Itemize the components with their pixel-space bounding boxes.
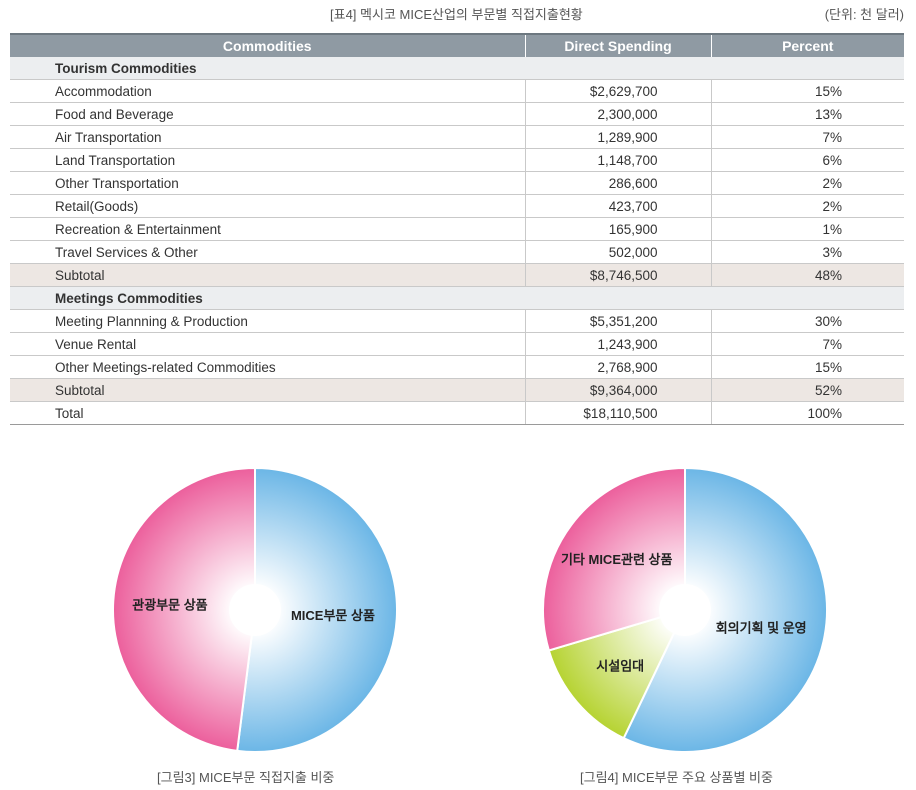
pie-chart-mice-share: MICE부문 상품 관광부문 상품 (100, 463, 410, 763)
table-row: Other Meetings-related Commodities 2,768,… (10, 355, 904, 379)
direct-spending-value: 165,900 (524, 217, 711, 241)
subtotal-row: Subtotal $8,746,500 48% (10, 263, 904, 287)
direct-spending-value: 2,300,000 (524, 102, 711, 126)
commodity-name: Accommodation (10, 79, 525, 103)
column-header-commodities: Commodities (10, 33, 525, 57)
total-row: Total $18,110,500 100% (10, 401, 904, 425)
direct-spending-value: 1,243,900 (524, 332, 711, 356)
commodity-name: Retail(Goods) (10, 194, 525, 218)
commodity-name: Air Transportation (10, 125, 525, 149)
section-header-row: Tourism Commodities (10, 57, 904, 80)
pie-slice-label: 관광부문 상품 (132, 598, 207, 613)
percent-value: 1% (710, 217, 904, 241)
percent-value: 52% (710, 378, 904, 402)
direct-spending-value: 1,289,900 (524, 125, 711, 149)
pie-svg: MICE부문 상품 관광부문 상품 (112, 466, 398, 753)
table-body: Tourism Commodities Accommodation $2,629,7… (10, 57, 904, 425)
section-header-row: Meetings Commodities (10, 286, 904, 310)
donut-hole (230, 585, 280, 635)
pie-slice-label: 기타 MICE관련 상품 (561, 552, 673, 567)
pie-slice-label: 시설임대 (596, 658, 644, 673)
table-row: Retail(Goods) 423,700 2% (10, 194, 904, 218)
subtotal-row: Subtotal $9,364,000 52% (10, 378, 904, 402)
direct-spending-value: $2,629,700 (524, 79, 711, 103)
table-caption-bar: [표4] 멕시코 MICE산업의 부문별 직접지출현황 (단위: 천 달러) (0, 4, 916, 24)
commodity-name: Total (10, 401, 525, 425)
table-row: Recreation & Entertainment 165,900 1% (10, 217, 904, 241)
table-header-row: Commodities Direct Spending Percent (10, 33, 904, 57)
table-row: Other Transportation 286,600 2% (10, 171, 904, 195)
percent-value: 48% (710, 263, 904, 287)
table-row: Air Transportation 1,289,900 7% (10, 125, 904, 149)
column-header-direct-spending: Direct Spending (524, 33, 711, 57)
chart-caption-2: [그림4] MICE부문 주요 상품별 비중 (580, 770, 773, 785)
commodity-name: Other Transportation (10, 171, 525, 195)
direct-spending-value: 286,600 (524, 171, 711, 195)
pie-slice-label: 회의기획 및 운영 (716, 620, 807, 635)
percent-value: 2% (710, 171, 904, 195)
percent-value: 3% (710, 240, 904, 264)
table-row: Land Transportation 1,148,700 6% (10, 148, 904, 172)
percent-value: 30% (710, 309, 904, 333)
column-header-percent: Percent (710, 33, 904, 57)
donut-hole (660, 585, 710, 635)
percent-value: 7% (710, 125, 904, 149)
pie-slice-label: MICE부문 상품 (291, 608, 375, 623)
percent-value: 13% (710, 102, 904, 126)
percent-value: 15% (710, 355, 904, 379)
table-row: Accommodation $2,629,700 15% (10, 79, 904, 103)
section-title: Tourism Commodities (10, 57, 904, 80)
percent-value: 2% (710, 194, 904, 218)
section-title: Meetings Commodities (10, 286, 904, 310)
chart-caption-1: [그림3] MICE부문 직접지출 비중 (157, 770, 335, 785)
unit-label: (단위: 천 달러) (824, 7, 904, 22)
commodity-name: Subtotal (10, 263, 525, 287)
direct-spending-value: 2,768,900 (524, 355, 711, 379)
commodity-name: Meeting Plannning & Production (10, 309, 525, 333)
commodity-name: Subtotal (10, 378, 525, 402)
spending-table: Commodities Direct Spending Percent Tour… (10, 33, 904, 425)
table-row: Meeting Plannning & Production $5,351,200… (10, 309, 904, 333)
percent-value: 15% (710, 79, 904, 103)
commodity-name: Venue Rental (10, 332, 525, 356)
percent-value: 100% (710, 401, 904, 425)
table-row: Travel Services & Other 502,000 3% (10, 240, 904, 264)
direct-spending-value: 423,700 (524, 194, 711, 218)
percent-value: 6% (710, 148, 904, 172)
commodity-name: Travel Services & Other (10, 240, 525, 264)
table-row: Venue Rental 1,243,900 7% (10, 332, 904, 356)
direct-spending-value: 1,148,700 (524, 148, 711, 172)
direct-spending-value: $9,364,000 (524, 378, 711, 402)
table-title: [표4] 멕시코 MICE산업의 부문별 직접지출현황 (330, 7, 583, 22)
commodity-name: Recreation & Entertainment (10, 217, 525, 241)
direct-spending-value: $5,351,200 (524, 309, 711, 333)
direct-spending-value: $8,746,500 (524, 263, 711, 287)
direct-spending-value: $18,110,500 (524, 401, 711, 425)
percent-value: 7% (710, 332, 904, 356)
direct-spending-value: 502,000 (524, 240, 711, 264)
commodity-name: Food and Beverage (10, 102, 525, 126)
table-row: Food and Beverage 2,300,000 13% (10, 102, 904, 126)
commodity-name: Land Transportation (10, 148, 525, 172)
commodity-name: Other Meetings-related Commodities (10, 355, 525, 379)
